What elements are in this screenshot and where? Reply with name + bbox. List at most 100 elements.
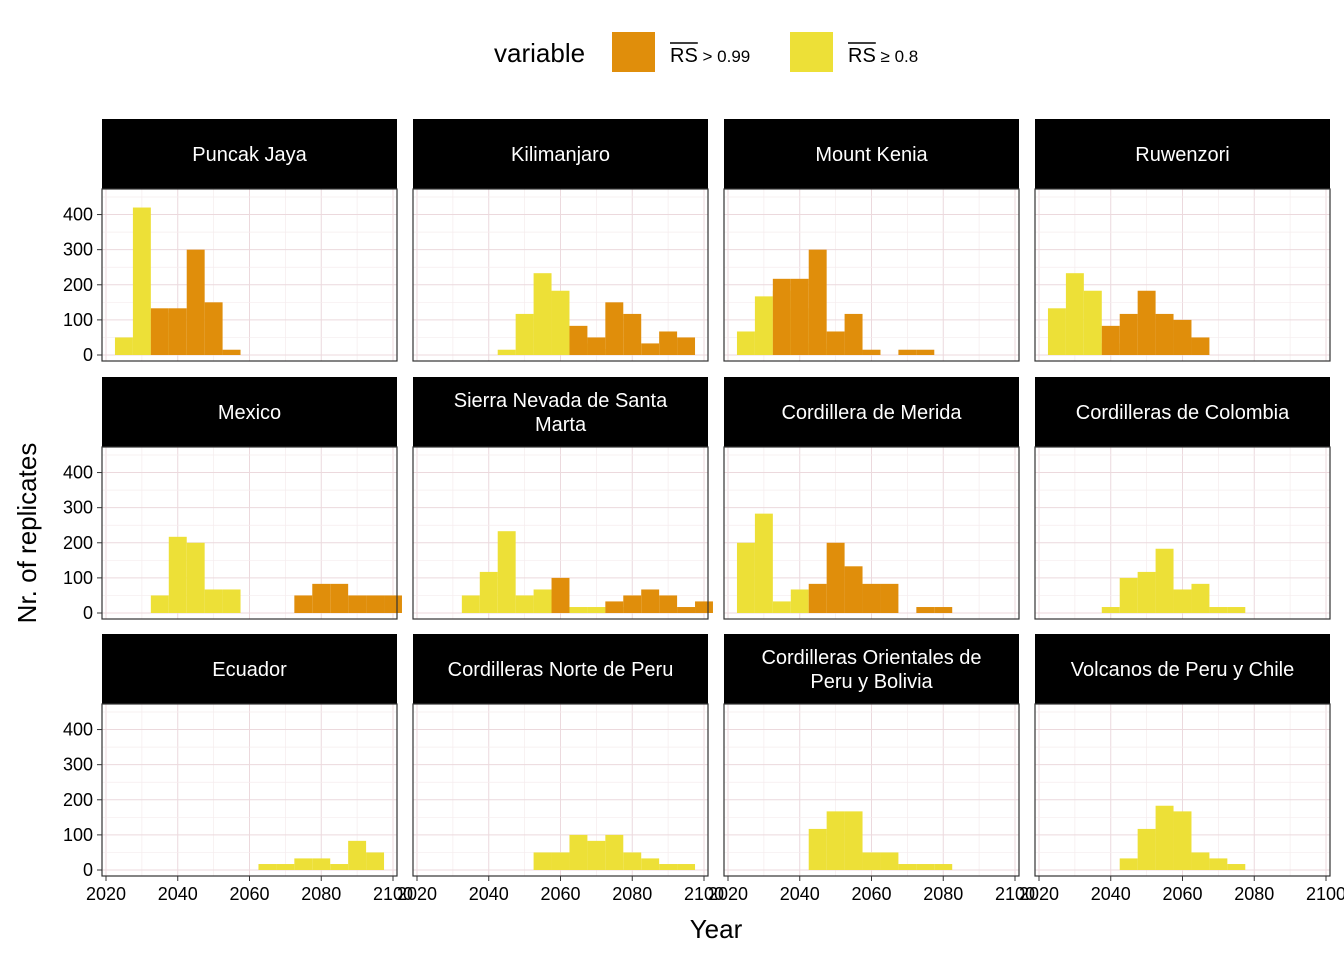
bar-rs08 xyxy=(934,864,953,870)
bar-rs099 xyxy=(1173,319,1192,355)
bar-rs08 xyxy=(276,864,295,870)
panel: Sierra Nevada de Santa Marta xyxy=(412,377,713,620)
bar-rs08 xyxy=(186,542,205,613)
bar-rs08 xyxy=(312,858,331,870)
bar-rs08 xyxy=(515,313,534,355)
panel: Mexico 0 100 200 300 400 xyxy=(63,377,402,623)
bar-rs08 xyxy=(659,864,678,870)
legend-label-rs099: RS > 0.99 xyxy=(670,45,750,67)
x-tick-label: 2040 xyxy=(1091,884,1131,904)
bar-rs08 xyxy=(114,337,133,355)
panel-grid xyxy=(724,704,1019,876)
x-tick-label: 2040 xyxy=(780,884,820,904)
bar-rs08 xyxy=(1137,571,1156,613)
x-tick-label: 2100 xyxy=(995,884,1035,904)
panel-strip xyxy=(724,634,1019,704)
bar-rs08 xyxy=(844,811,863,870)
bar-rs099 xyxy=(916,349,935,355)
panel-border xyxy=(412,446,709,620)
x-tick-label: 2080 xyxy=(923,884,963,904)
bar-rs08 xyxy=(551,852,570,870)
panel: Volcanos de Peru y Chile 2020 2040 2060 2080… xyxy=(1019,634,1344,904)
panel-title: Sierra Nevada de Santa Marta xyxy=(454,390,668,436)
bar-rs08 xyxy=(754,513,773,613)
bar-rs08 xyxy=(826,811,845,870)
bar-rs08 xyxy=(497,531,516,613)
panel-strip xyxy=(1035,119,1330,189)
bar-rs08 xyxy=(1119,858,1138,870)
bar-rs08 xyxy=(533,589,552,613)
y-tick-label: 200 xyxy=(63,533,93,553)
panel: Kilimanjaro xyxy=(412,119,709,362)
x-tick-label: 2060 xyxy=(540,884,580,904)
y-tick-label: 400 xyxy=(63,463,93,483)
bar-rs08 xyxy=(790,589,809,613)
y-tick-label: 400 xyxy=(63,205,93,225)
panel: Ecuador 0 100 200 300 400 2020 2040 2060 2080 2100 xyxy=(63,634,413,904)
x-tick-label: 2080 xyxy=(1234,884,1274,904)
y-axis-title: Nr. of replicates xyxy=(12,443,42,624)
bar-rs08 xyxy=(587,840,606,870)
x-tick-label: 2020 xyxy=(708,884,748,904)
panel-title: Kilimanjaro xyxy=(511,144,610,166)
bar-rs08 xyxy=(1101,607,1120,613)
bar-rs08 xyxy=(772,601,791,613)
bar-rs08 xyxy=(1119,577,1138,613)
bar-rs08 xyxy=(1227,864,1246,870)
bar-rs099 xyxy=(312,583,331,613)
bar-rs099 xyxy=(551,577,570,613)
panel-title: Cordillera de Merida xyxy=(781,402,962,424)
bar-rs08 xyxy=(294,858,313,870)
bar-rs099 xyxy=(641,589,660,613)
x-tick-label: 2040 xyxy=(469,884,509,904)
x-tick-label: 2080 xyxy=(301,884,341,904)
bar-rs08 xyxy=(736,542,755,613)
bar-rs099 xyxy=(695,601,713,613)
bar-rs08 xyxy=(1155,548,1174,613)
y-tick-label: 300 xyxy=(63,240,93,260)
x-tick-label: 2020 xyxy=(86,884,126,904)
bar-rs08 xyxy=(569,834,588,870)
bar-rs099 xyxy=(623,313,642,355)
x-axis-title: Year xyxy=(690,914,743,944)
x-tick-label: 2080 xyxy=(612,884,652,904)
panel-border xyxy=(101,446,398,620)
x-tick-label: 2020 xyxy=(1019,884,1059,904)
panel-border xyxy=(1034,188,1331,362)
bar-rs08 xyxy=(623,852,642,870)
bar-rs099 xyxy=(677,607,696,613)
panel: Ruwenzori xyxy=(1034,119,1331,362)
bar-rs08 xyxy=(898,864,917,870)
panel-title: Cordilleras Norte de Peru xyxy=(448,659,674,681)
bar-rs099 xyxy=(1155,313,1174,355)
legend: variable RS > 0.99 RS ≥ 0.8 xyxy=(494,32,918,72)
panel-strip xyxy=(1035,377,1330,447)
bar-rs08 xyxy=(1173,811,1192,870)
bar-rs099 xyxy=(1119,313,1138,355)
bar-rs099 xyxy=(168,308,187,355)
bar-rs099 xyxy=(348,595,367,613)
panel-strip xyxy=(413,377,708,447)
y-tick-label: 100 xyxy=(63,310,93,330)
panel-title: Mount Kenia xyxy=(815,144,928,166)
y-tick-label: 200 xyxy=(63,790,93,810)
bar-rs08 xyxy=(204,589,223,613)
panel-border xyxy=(723,188,1020,362)
bar-rs08 xyxy=(168,536,187,613)
legend-item-rs099: RS > 0.99 xyxy=(612,32,750,72)
y-tick-label: 400 xyxy=(63,720,93,740)
panel-title: Volcanos de Peru y Chile xyxy=(1071,659,1294,681)
panel-grid: Puncak Jaya 0 100 200 300 400 Kilimanjaro Mount… xyxy=(63,119,1344,904)
bar-rs08 xyxy=(587,607,606,613)
bar-rs099 xyxy=(587,337,606,355)
bar-rs08 xyxy=(1047,308,1066,355)
bar-rs099 xyxy=(659,331,678,355)
panel-border xyxy=(723,446,1020,620)
panel-strip xyxy=(102,377,397,447)
panel-strip xyxy=(413,119,708,189)
bar-rs099 xyxy=(826,331,845,355)
panel: Mount Kenia xyxy=(723,119,1020,362)
panel-border xyxy=(1034,446,1331,620)
bar-rs08 xyxy=(1191,852,1210,870)
